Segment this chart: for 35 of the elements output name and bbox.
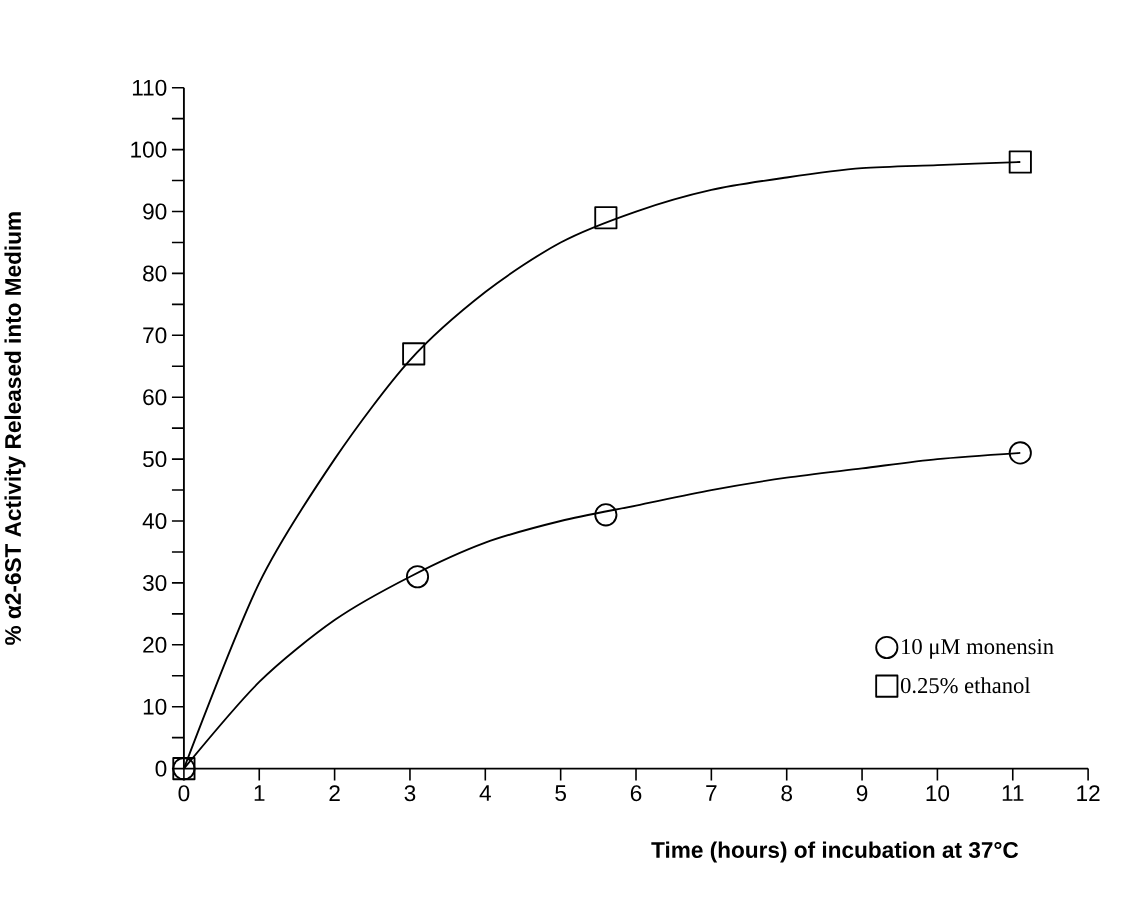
x-tick-label: 9 — [856, 785, 868, 802]
y-tick-label: 30 — [142, 574, 167, 591]
x-tick-label: 6 — [630, 785, 642, 802]
x-tick-label: 1 — [254, 785, 265, 801]
point — [402, 342, 426, 366]
point — [1008, 441, 1032, 465]
y-tick-label: 10 — [143, 698, 167, 715]
legend-label: 10 μM monensin — [902, 638, 1054, 659]
x-tick-label: 8 — [781, 785, 793, 802]
y-tick-label: 20 — [143, 636, 167, 653]
y-tick-label: 110 — [132, 79, 167, 96]
point — [1008, 150, 1032, 174]
y-tick-label: 40 — [142, 512, 167, 529]
x-tick-label: 0 — [178, 785, 190, 802]
y-tick-label: 0 — [155, 760, 167, 777]
y-axis-title: % α2-6ST Activity Released into Medium — [4, 212, 26, 645]
x-tick-label: 3 — [404, 785, 416, 802]
x-tick-label: 12 — [1077, 785, 1100, 801]
point — [594, 206, 618, 230]
y-tick-label: 100 — [131, 141, 167, 158]
legend-label: 0.25% ethanol — [900, 677, 1031, 694]
x-tick-label: 2 — [329, 785, 340, 801]
y-tick-label: 50 — [143, 451, 167, 468]
x-tick-label: 5 — [555, 785, 566, 801]
x-tick-label: 11 — [1002, 785, 1024, 801]
x-tick-label: 7 — [706, 785, 717, 801]
x-axis-title: Time (hours) of incubation at 37°C — [651, 841, 1019, 863]
x-tick-label: 4 — [479, 785, 491, 801]
point — [594, 503, 618, 527]
y-tick-label: 80 — [143, 265, 167, 282]
y-tick-label: 90 — [143, 203, 167, 220]
y-tick-label: 60 — [143, 389, 167, 406]
point — [405, 565, 430, 589]
y-tick-label: 70 — [143, 327, 167, 344]
x-tick-label: 10 — [926, 785, 950, 802]
